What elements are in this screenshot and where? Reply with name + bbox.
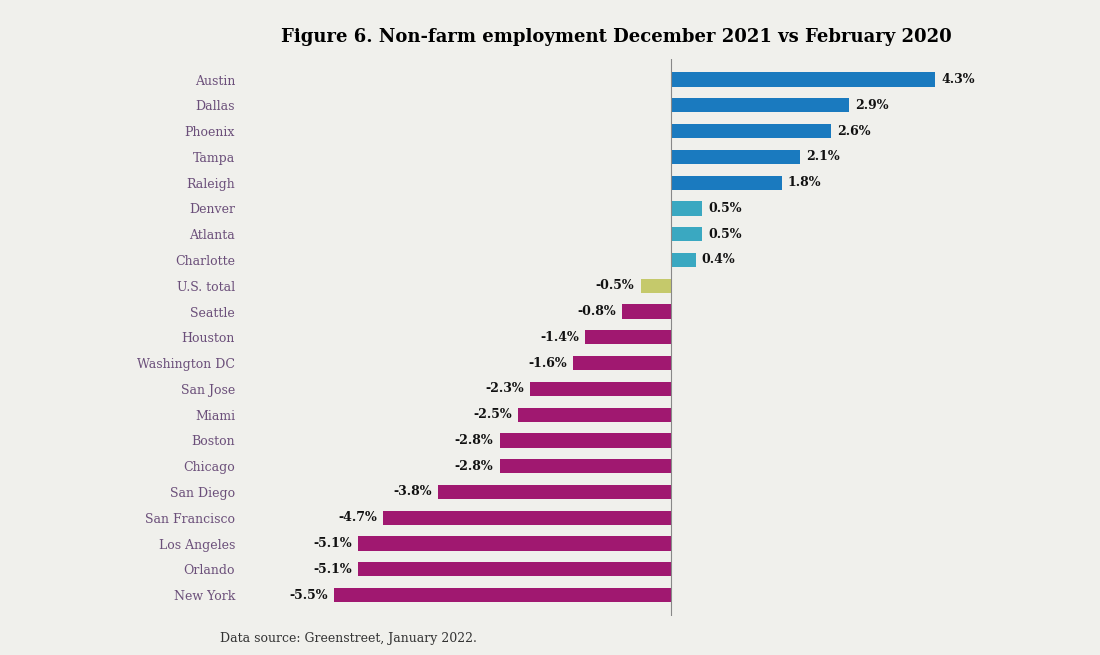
Text: -0.8%: -0.8% [578,305,616,318]
Bar [671,201,702,215]
Bar [499,459,671,474]
Bar [573,356,671,370]
Bar [438,485,671,499]
Text: -3.8%: -3.8% [394,485,432,498]
Text: -2.8%: -2.8% [454,434,494,447]
Bar [671,253,695,267]
Text: 2.6%: 2.6% [837,124,870,138]
Bar [530,382,671,396]
Title: Figure 6. Non-farm employment December 2021 vs February 2020: Figure 6. Non-farm employment December 2… [280,28,952,47]
Text: 4.3%: 4.3% [940,73,975,86]
Bar [359,562,671,576]
Bar [671,176,781,190]
Text: Data source: Greenstreet, January 2022.: Data source: Greenstreet, January 2022. [220,632,477,645]
Text: -2.3%: -2.3% [485,383,524,396]
Text: -5.1%: -5.1% [314,537,352,550]
Text: 0.5%: 0.5% [708,202,741,215]
Bar [671,227,702,241]
Bar [671,124,830,138]
Bar [518,407,671,422]
Text: 2.1%: 2.1% [806,151,839,163]
Bar [623,305,671,318]
Text: 0.4%: 0.4% [702,253,736,267]
Bar [671,98,849,113]
Text: -0.5%: -0.5% [596,279,635,292]
Text: -5.5%: -5.5% [289,589,328,601]
Bar [671,150,800,164]
Bar [499,434,671,447]
Bar [640,278,671,293]
Bar [671,73,935,86]
Bar [334,588,671,602]
Text: -2.8%: -2.8% [454,460,494,473]
Text: -4.7%: -4.7% [338,512,377,524]
Text: -1.6%: -1.6% [528,356,566,369]
Text: 2.9%: 2.9% [855,99,889,112]
Text: 0.5%: 0.5% [708,228,741,241]
Text: -1.4%: -1.4% [540,331,580,344]
Bar [383,511,671,525]
Text: -2.5%: -2.5% [473,408,512,421]
Bar [359,536,671,551]
Text: -5.1%: -5.1% [314,563,352,576]
Bar [585,330,671,345]
Text: 1.8%: 1.8% [788,176,822,189]
